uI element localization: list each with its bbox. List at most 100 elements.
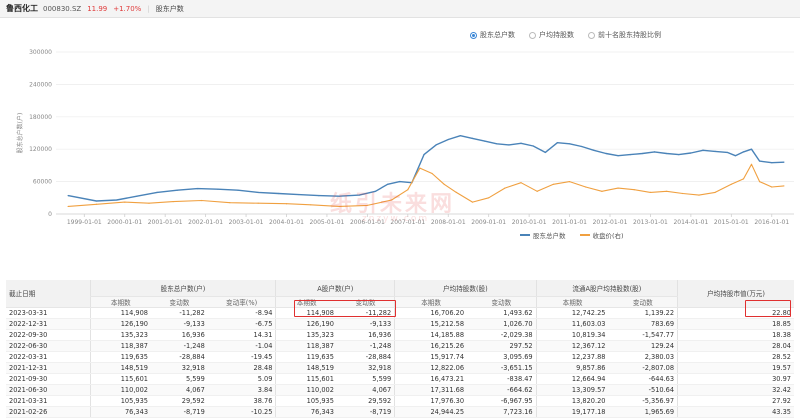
legend-item-holders[interactable]: 股东总户数	[520, 230, 566, 240]
table-cell: 12,742.25	[535, 307, 609, 319]
table-cell: 17,976.30	[394, 395, 468, 407]
cell-date: 2021-06-30	[6, 384, 90, 396]
point-price	[617, 187, 619, 189]
table-cell: 22.80	[677, 307, 794, 319]
point-holders	[318, 195, 320, 197]
table-cell: -510.64	[608, 384, 678, 396]
table-cell: 129.24	[608, 340, 678, 352]
option-total-holders[interactable]: 股东总户数	[470, 30, 515, 40]
table-cell: 16,215.26	[394, 340, 468, 352]
col-market-value: 户均持股市值(万元)	[677, 280, 794, 308]
point-holders	[95, 200, 98, 202]
table-cell: 105,935	[89, 395, 152, 407]
table-cell: 126,190	[275, 318, 337, 330]
x-tick-label: 2005-01-01	[309, 219, 344, 226]
legend-item-price[interactable]: 收盘价(右)	[579, 230, 624, 240]
table-cell: 14.31	[207, 329, 276, 341]
table-cell: -9,133	[151, 318, 208, 330]
table-cell: -1,248	[151, 340, 208, 352]
table-cell: -9,133	[336, 318, 395, 330]
table-cell: 76,343	[89, 406, 152, 418]
option-avg-shares[interactable]: 户均持股数	[529, 30, 574, 40]
col-group-total: 股东总户数(户)	[89, 280, 276, 297]
cell-date: 2021-03-31	[6, 395, 90, 407]
point-price	[759, 181, 761, 183]
point-price	[229, 202, 231, 204]
x-tick-label: 2002-01-01	[188, 219, 223, 226]
table-cell: -8,719	[336, 406, 395, 418]
sub-current: 本期数	[394, 296, 468, 308]
cell-date: 2023-03-31	[6, 307, 90, 319]
point-holders	[136, 195, 138, 197]
point-price	[338, 205, 340, 208]
table-cell: 16,473.21	[394, 373, 468, 385]
table-row: 2022-09-30 135,323 16,936 14.31 135,323 16,93…	[6, 329, 794, 341]
y-tick-label: 120000	[29, 146, 52, 153]
table-row: 2021-02-26 76,343 -8,719 -10.25 76,343 -8,719…	[6, 406, 794, 418]
y-tick-label: 180000	[29, 114, 52, 121]
table-cell: -3,651.15	[467, 362, 537, 374]
x-tick-label: 2003-01-01	[229, 219, 264, 226]
table-cell: 783.69	[608, 318, 678, 330]
point-holders	[605, 152, 607, 155]
point-price	[310, 204, 312, 206]
radio-icon[interactable]	[588, 31, 595, 39]
stock-change: +1.70%	[113, 4, 142, 13]
point-holders	[496, 143, 498, 145]
x-tick-label: 2011-01-01	[552, 219, 587, 226]
point-holders	[217, 188, 219, 190]
y-tick-label: 0	[48, 211, 52, 218]
point-price	[488, 197, 490, 199]
table-cell: 12,664.94	[535, 373, 609, 385]
table-row: 2021-09-30 115,601 5,599 5.09 115,601 5,599 16…	[6, 373, 794, 385]
sub-change: 变动数	[467, 296, 537, 308]
point-holders	[399, 181, 401, 183]
table-row: 2021-06-30 110,002 4,067 3.84 110,002 4,067 17…	[6, 384, 794, 396]
table-cell: -644.63	[608, 373, 678, 385]
cell-date: 2021-12-31	[6, 362, 90, 374]
point-holders	[459, 135, 461, 137]
point-price	[172, 200, 174, 203]
stock-code: 000830.SZ	[43, 4, 82, 13]
point-price	[666, 190, 668, 192]
chart-panel: 股东总户数 户均持股数 前十名股东持股比例 300000 240000 180000…	[0, 18, 800, 280]
point-holders	[734, 155, 736, 157]
table-cell: 7,723.16	[467, 406, 537, 418]
x-tick-label: 2012-01-01	[593, 219, 628, 226]
point-holders	[156, 191, 158, 193]
radio-icon[interactable]	[529, 31, 536, 39]
option-top10-ratio[interactable]: 前十名股东持股比例	[588, 30, 661, 40]
table-cell: 5,599	[151, 373, 208, 385]
table-cell: 28.48	[207, 362, 276, 374]
cell-date: 2022-09-30	[6, 329, 90, 341]
table-cell: 5,599	[336, 373, 395, 385]
x-tick-label: 2010-01-01	[512, 219, 547, 226]
point-holders	[423, 154, 425, 156]
holders-line-chart: 300000 240000 180000 120000 60000 0 股东总户数(户) 19…	[16, 49, 794, 226]
table-cell: -8,719	[151, 406, 208, 418]
point-holders	[508, 144, 510, 146]
table-cell: -838.47	[467, 373, 537, 385]
point-holders	[447, 138, 449, 141]
table-cell: 29,592	[336, 395, 395, 407]
point-price	[568, 181, 571, 183]
point-price	[520, 182, 522, 184]
point-holders	[532, 145, 534, 147]
table-cell: 30.97	[677, 373, 794, 385]
point-price	[419, 167, 421, 169]
table-cell: 114,908	[275, 307, 337, 319]
point-price	[633, 189, 635, 191]
table-cell: 5.09	[207, 373, 276, 385]
table-row: 2022-06-30 118,387 -1,248 -1.04 118,387 -1,24…	[6, 340, 794, 352]
table-cell: 16,706.20	[394, 307, 468, 319]
point-price	[443, 183, 445, 185]
table-cell: 28.52	[677, 351, 794, 363]
col-date: 截止日期	[6, 280, 90, 308]
table-cell: 11,603.03	[535, 318, 609, 330]
holders-table: 截止日期 股东总户数(户) A股户数(户) 户均持股数(股) 流通A股户均持股数…	[6, 280, 794, 418]
x-tick-label: 2000-01-01	[107, 219, 142, 226]
table-cell: 297.52	[467, 340, 537, 352]
table-cell: -2,029.38	[467, 329, 537, 341]
radio-selected-icon[interactable]	[470, 31, 477, 39]
metric-selector: 股东总户数 户均持股数 前十名股东持股比例	[470, 30, 661, 40]
